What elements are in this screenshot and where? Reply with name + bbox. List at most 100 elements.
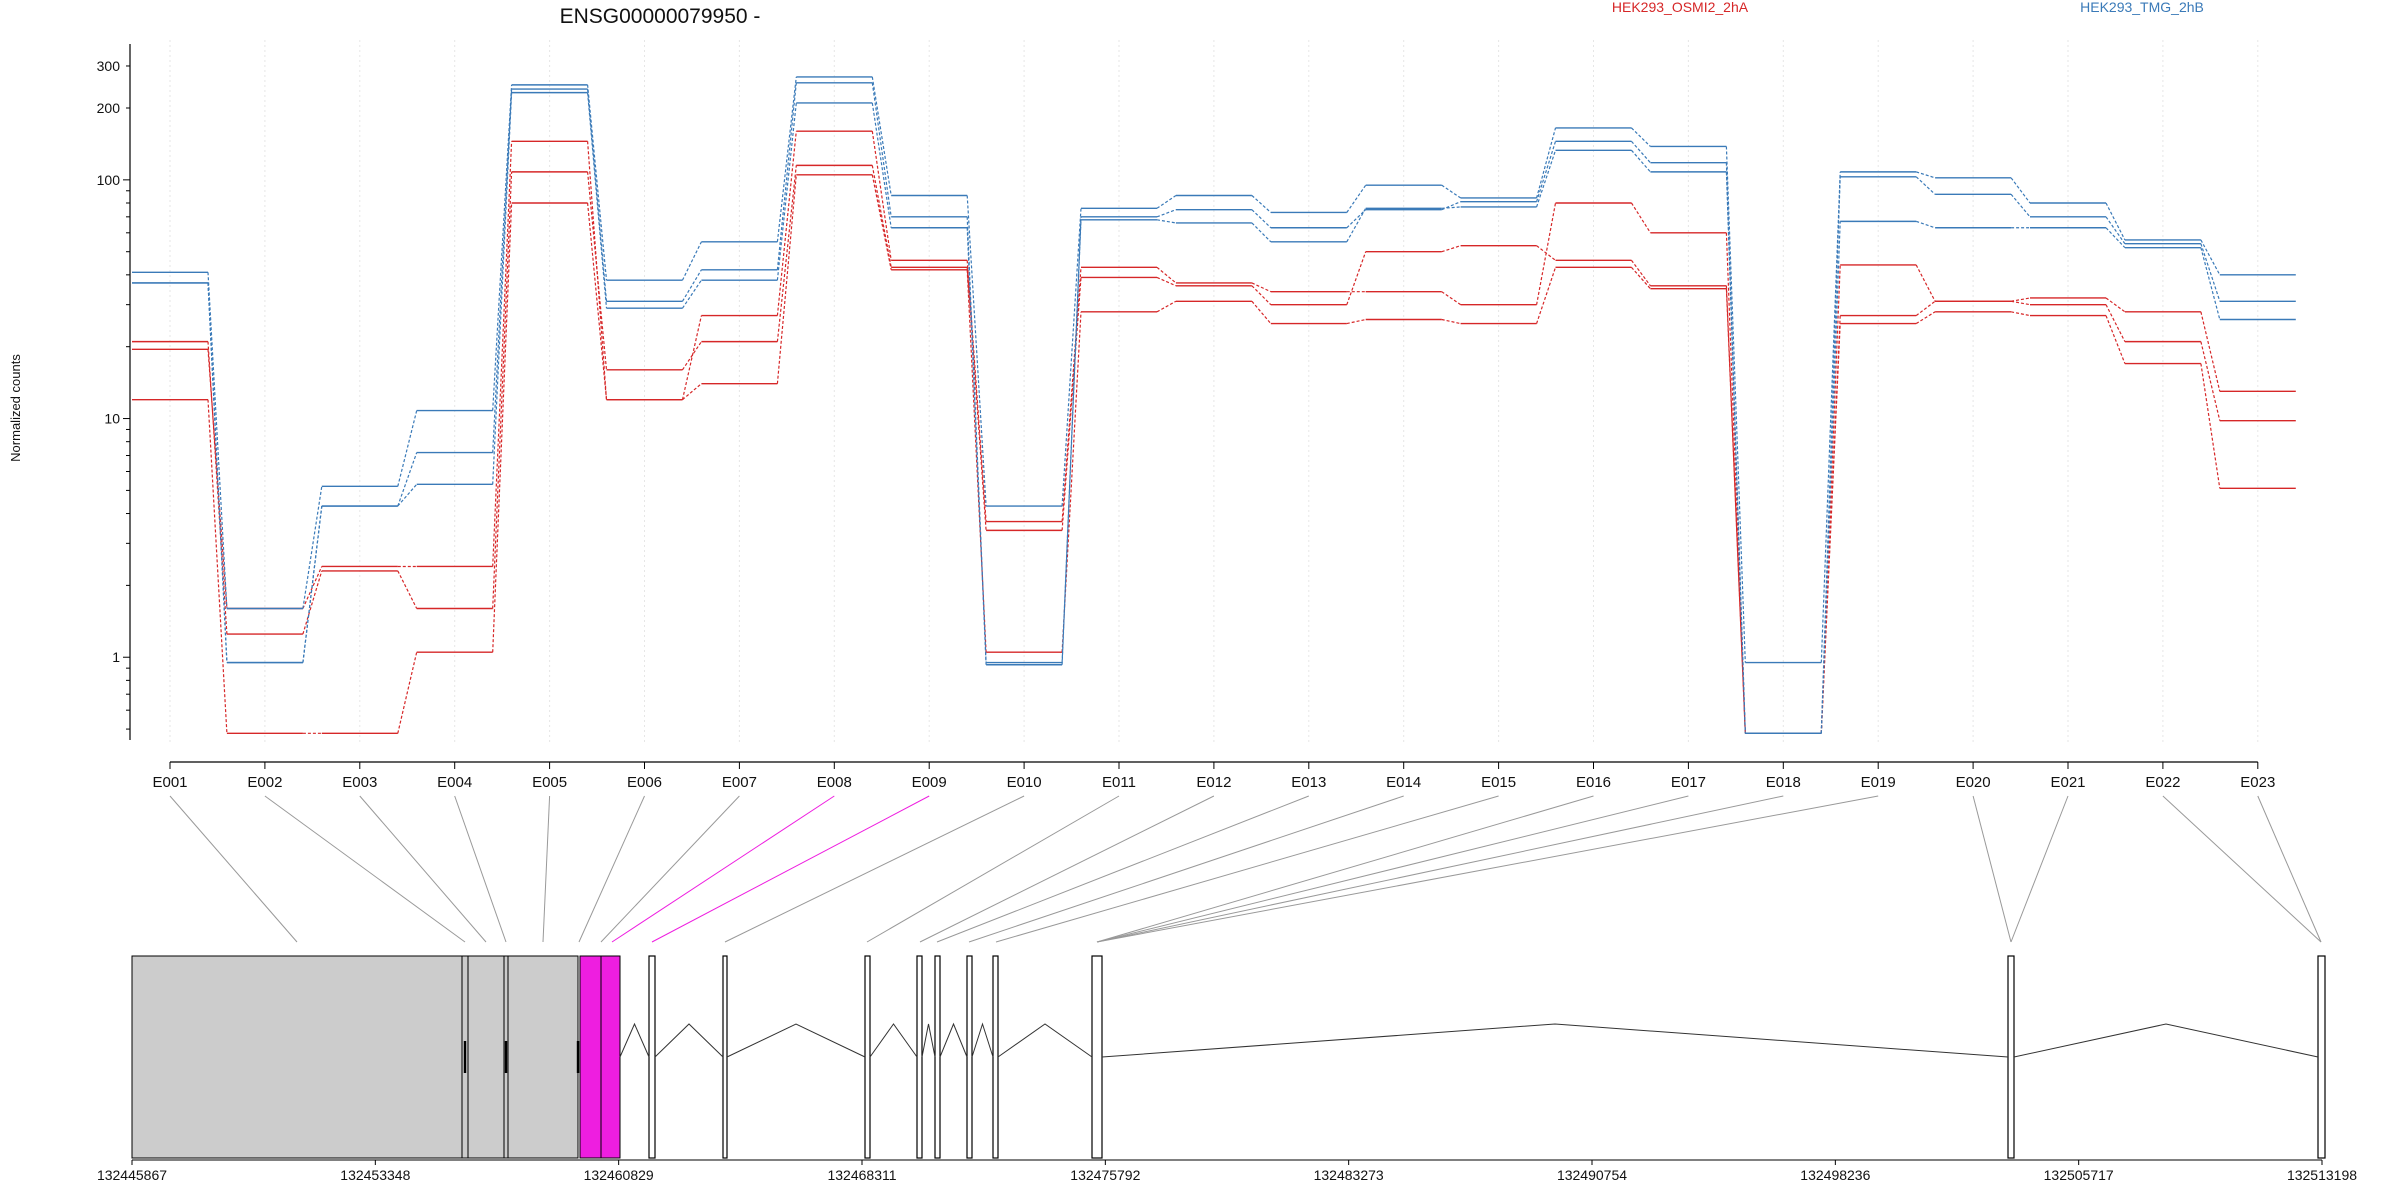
series-connector: [492, 171, 513, 609]
genomic-tick-label: 132468311: [827, 1167, 896, 1183]
series-connector: [1346, 251, 1367, 305]
y-tick-label: 300: [97, 58, 121, 74]
exon-connector-e006: [578, 795, 645, 943]
genomic-tick-label: 132475792: [1070, 1167, 1140, 1183]
x-tick-label: E023: [2240, 774, 2275, 791]
series-connector: [1346, 208, 1367, 243]
series-connector: [207, 272, 228, 609]
intron-line: [654, 1023, 724, 1058]
series-connector: [776, 76, 797, 242]
exon-box: [648, 955, 656, 1159]
series-connector: [587, 202, 608, 400]
exon-connector-e019: [1096, 795, 1879, 943]
series-connector: [681, 269, 702, 302]
intron-line: [1101, 1023, 2009, 1058]
series-connector: [2105, 227, 2126, 249]
series-connector: [1156, 300, 1177, 313]
series-connector: [1631, 140, 1651, 164]
series-connector: [776, 131, 797, 316]
genomic-tick-label: 132460829: [584, 1167, 654, 1183]
exon-connector-e016: [1096, 795, 1594, 943]
series-connector: [302, 486, 323, 609]
series-connector: [966, 269, 987, 653]
series-connector: [1630, 202, 1651, 234]
series-connector: [1725, 146, 1746, 663]
series-connector: [1441, 206, 1461, 209]
exon-connector-e001: [169, 795, 298, 943]
series-connector: [1916, 220, 1936, 229]
series-connector: [492, 92, 513, 485]
series-connector: [871, 165, 892, 268]
series-connector: [1820, 171, 1841, 663]
series-connector: [2105, 202, 2126, 241]
intron-line: [619, 1022, 650, 1058]
series-connector: [966, 260, 987, 522]
series-connector: [1251, 209, 1272, 229]
series-6: [132, 91, 2296, 735]
series-connector: [1915, 264, 1936, 302]
exon-connector-e022: [2162, 795, 2322, 943]
exon-connector-e007: [600, 795, 740, 943]
series-connector: [1820, 264, 1841, 734]
series-connector: [1251, 300, 1272, 324]
series-connector: [587, 171, 608, 370]
x-tick-label: E001: [152, 774, 187, 791]
series-connector: [1346, 184, 1367, 213]
genomic-tick-label: 132453348: [340, 1167, 410, 1183]
series-connector: [302, 566, 323, 609]
series-connector: [1061, 219, 1082, 665]
series-connector: [682, 383, 702, 401]
grid-lines: [169, 40, 2259, 745]
series-connector: [1631, 149, 1651, 173]
series-connector: [1441, 245, 1461, 253]
intron-line: [2013, 1023, 2319, 1058]
x-tick-label: E016: [1576, 774, 1611, 791]
exon-highlighted: [579, 955, 621, 1159]
y-axis-label: Normalized counts: [8, 354, 23, 462]
series-connector: [1441, 201, 1461, 211]
x-tick-label: E014: [1386, 774, 1421, 791]
series-connector: [2105, 216, 2126, 245]
x-tick-label: E004: [437, 774, 472, 791]
series-connector: [1156, 194, 1177, 209]
exon-connector-e014: [968, 795, 1404, 943]
series-connector: [207, 282, 228, 663]
exon-box: [1091, 955, 1103, 1159]
series-connector: [2105, 315, 2126, 364]
series-connector: [1061, 267, 1082, 522]
exon-box: [916, 955, 923, 1159]
x-tick-label: E021: [2050, 774, 2085, 791]
series-connector: [207, 399, 228, 734]
exon-box: [934, 955, 941, 1159]
series-4: [132, 76, 2296, 664]
series-connector: [1915, 300, 1936, 317]
intron-line: [997, 1023, 1093, 1058]
series-connector: [1441, 184, 1461, 199]
x-tick-label: E011: [1102, 774, 1136, 791]
series-connector: [681, 241, 702, 281]
series-connector: [587, 84, 608, 281]
series-3: [132, 174, 2296, 735]
series-connector: [2200, 247, 2221, 320]
x-tick-label: E012: [1196, 774, 1231, 791]
x-tick-label: E003: [342, 774, 377, 791]
series-connector: [587, 92, 608, 309]
series-connector: [397, 483, 418, 507]
series-connector: [682, 279, 702, 309]
series-connector: [1251, 282, 1272, 293]
series-connector: [2010, 193, 2031, 218]
series-connector: [1156, 276, 1177, 287]
series-connector: [2010, 311, 2031, 317]
x-tick-label: E013: [1291, 774, 1326, 791]
series-lines: [132, 76, 2296, 735]
x-tick-label: E019: [1861, 774, 1896, 791]
series-connector: [1156, 209, 1177, 218]
x-tick-label: E018: [1766, 774, 1801, 791]
series-connector: [1631, 259, 1651, 287]
exon-box: [2007, 955, 2015, 1159]
genomic-tick-label: 132483273: [1314, 1167, 1384, 1183]
exon-connector-e023: [2257, 795, 2322, 943]
series-connector: [1441, 318, 1461, 325]
series-connector: [1061, 216, 1082, 663]
